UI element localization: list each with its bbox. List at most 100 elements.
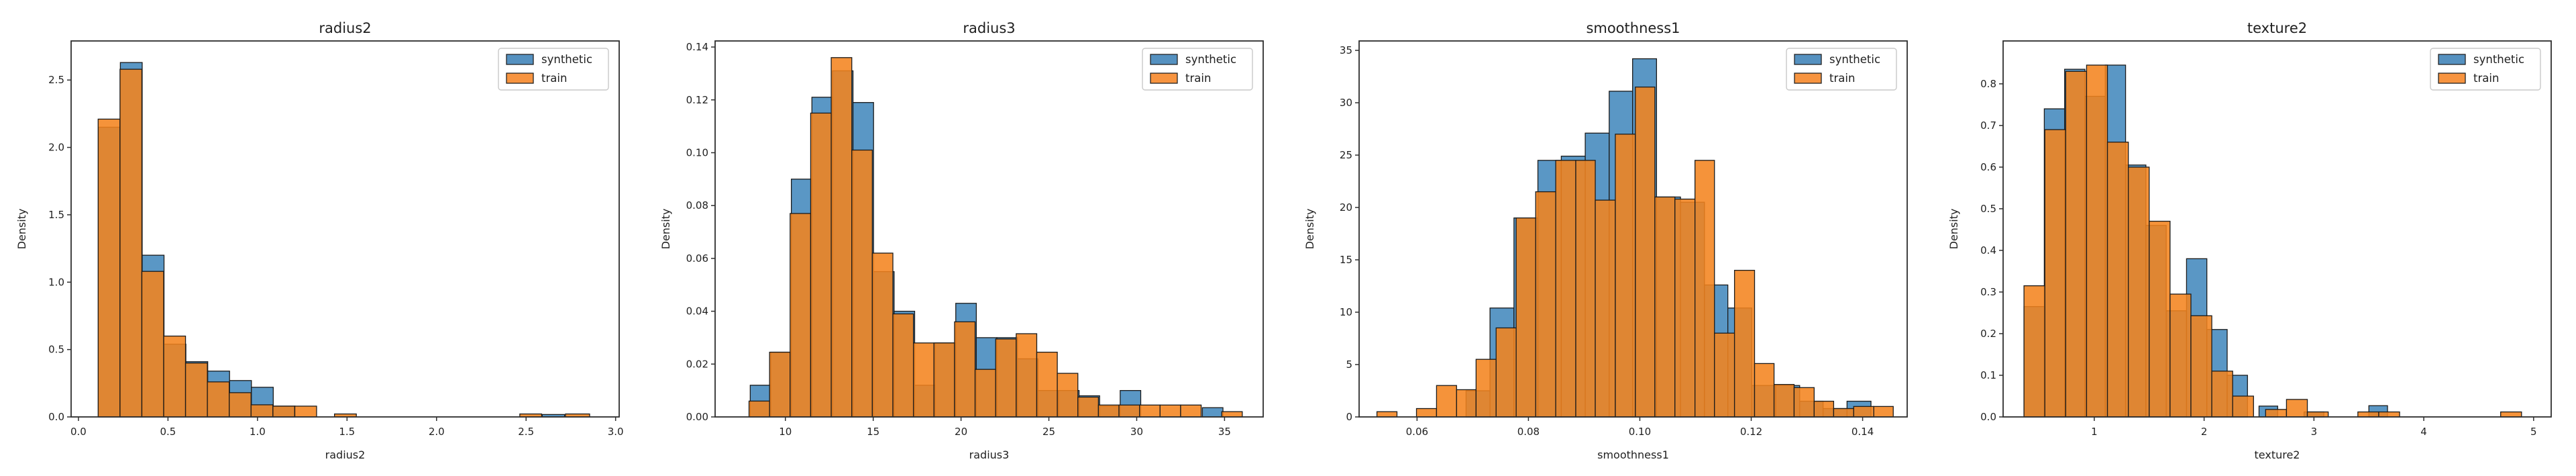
hist-bar-train bbox=[1833, 408, 1854, 418]
y-tick-label: 0.5 bbox=[1980, 203, 1996, 215]
panel-title: radius3 bbox=[963, 20, 1015, 36]
hist-bar-train bbox=[995, 338, 1017, 418]
hist-bar-train bbox=[830, 57, 853, 418]
x-tick-label: 0.0 bbox=[70, 426, 87, 438]
hist-bar-train bbox=[1635, 86, 1656, 418]
x-tick-label: 5 bbox=[2530, 426, 2537, 438]
hist-bar-train bbox=[184, 363, 208, 418]
hist-bar-train bbox=[1097, 404, 1120, 418]
x-tick-label: 0.12 bbox=[1740, 426, 1762, 438]
x-tick-label: 2.5 bbox=[518, 426, 534, 438]
axes-frame bbox=[714, 40, 1264, 418]
hist-bar-train bbox=[954, 321, 976, 418]
legend-label-train: train bbox=[541, 72, 567, 85]
hist-bar-train bbox=[229, 392, 252, 418]
x-tick-label: 20 bbox=[955, 426, 967, 438]
hist-bar-train bbox=[1415, 408, 1438, 418]
hist-bar-train bbox=[1118, 404, 1140, 418]
y-tick-label: 0.7 bbox=[1980, 120, 1996, 132]
x-tick-label: 35 bbox=[1218, 426, 1231, 438]
hist-bar-synthetic bbox=[1201, 407, 1224, 418]
hist-bar-train bbox=[871, 252, 894, 418]
hist-bar-train bbox=[1475, 359, 1497, 418]
hist-bar-train bbox=[1793, 387, 1815, 418]
hist-bar-train bbox=[2106, 142, 2129, 418]
y-axis-label: Density bbox=[1303, 209, 1316, 250]
hist-bar-train bbox=[1754, 363, 1775, 418]
hist-bar-train bbox=[294, 406, 317, 418]
y-tick-label: 0.1 bbox=[1980, 369, 1996, 381]
x-axis-label: radius3 bbox=[969, 448, 1010, 461]
hist-bar-train bbox=[1515, 217, 1536, 418]
hist-bar-train bbox=[1495, 327, 1517, 418]
axes-frame bbox=[70, 40, 620, 418]
hist-bar-train bbox=[1575, 160, 1596, 418]
legend-label-train: train bbox=[1829, 72, 1855, 85]
hist-bar-train bbox=[1159, 404, 1181, 418]
x-axis-label: smoothness1 bbox=[1597, 448, 1669, 461]
hist-bar-train bbox=[1714, 332, 1735, 418]
hist-bar-train bbox=[1873, 406, 1894, 418]
hist-bar-train bbox=[1853, 406, 1874, 418]
x-axis-label: radius2 bbox=[325, 448, 366, 461]
panel-radius2: 0.0 0.5 1.0 1.5 2.0 2.5 3.0 0.0 0.5 1.0 1.5 2.0 2.5 r… bbox=[15, 20, 624, 461]
legend-label-train: train bbox=[2473, 72, 2499, 85]
hist-bar-train bbox=[1654, 196, 1676, 418]
y-tick-label: 5 bbox=[1346, 359, 1352, 371]
x-tick-label: 4 bbox=[2420, 426, 2427, 438]
y-tick-label: 0.0 bbox=[48, 411, 64, 423]
hist-bar-train bbox=[769, 351, 791, 418]
hist-bar-train bbox=[1695, 160, 1715, 418]
panel-radius3: 10 15 20 25 30 35 0.00 0.02 0.04 0.06 0.08 0.10 0.12… bbox=[659, 20, 1264, 461]
x-tick-label: 3 bbox=[2311, 426, 2318, 438]
hist-bar-train bbox=[2306, 411, 2329, 418]
y-axis-label: Density bbox=[1947, 209, 1960, 250]
legend-swatch-train bbox=[1150, 73, 1178, 84]
x-tick-label: 10 bbox=[779, 426, 792, 438]
y-tick-label: 0.4 bbox=[1980, 244, 1996, 256]
y-tick-label: 0.04 bbox=[686, 305, 708, 318]
hist-bar-train bbox=[163, 335, 186, 418]
x-tick-label: 0.10 bbox=[1629, 426, 1651, 438]
x-tick-label: 0.06 bbox=[1406, 426, 1428, 438]
hist-bar-train bbox=[1535, 191, 1556, 418]
hist-bar-train bbox=[1036, 351, 1058, 418]
hist-bar-train bbox=[2086, 64, 2108, 418]
hist-bar-train bbox=[2044, 129, 2066, 418]
legend-label-synthetic: synthetic bbox=[1185, 53, 1236, 66]
hist-bar-train bbox=[912, 342, 934, 418]
hist-bar-train bbox=[2211, 371, 2233, 418]
hist-bar-train bbox=[2265, 409, 2288, 418]
y-tick-label: 0.10 bbox=[686, 146, 708, 158]
legend-label-synthetic: synthetic bbox=[1829, 53, 1880, 66]
y-tick-label: 15 bbox=[1340, 254, 1352, 266]
hist-bar-train bbox=[250, 404, 274, 418]
legend-swatch-synthetic bbox=[1794, 54, 1822, 65]
legend-label-synthetic: synthetic bbox=[2473, 53, 2524, 66]
hist-bar-train bbox=[2190, 315, 2212, 418]
y-tick-label: 25 bbox=[1340, 149, 1352, 161]
legend-swatch-train bbox=[2438, 73, 2466, 84]
legend-swatch-synthetic bbox=[1150, 54, 1178, 65]
hist-bar-train bbox=[1057, 373, 1079, 418]
hist-bar-train bbox=[974, 369, 996, 418]
y-tick-label: 2.5 bbox=[48, 74, 64, 86]
y-tick-label: 0.06 bbox=[686, 252, 708, 265]
hist-bar-train bbox=[1180, 404, 1202, 418]
hist-bar-train bbox=[272, 406, 296, 418]
legend-swatch-train bbox=[1794, 73, 1822, 84]
legend-swatch-synthetic bbox=[2438, 54, 2466, 65]
hist-bar-train bbox=[933, 342, 955, 418]
y-tick-label: 0.14 bbox=[686, 41, 708, 53]
y-tick-label: 1.5 bbox=[48, 209, 64, 221]
hist-bar-train bbox=[207, 381, 230, 418]
hist-bar-train bbox=[1376, 411, 1398, 418]
y-tick-label: 2.0 bbox=[48, 142, 64, 154]
axes-frame bbox=[1358, 40, 1908, 418]
y-tick-label: 0.08 bbox=[686, 199, 708, 211]
hist-bar-train bbox=[1773, 383, 1795, 418]
hist-bar-train bbox=[2149, 220, 2171, 418]
hist-bar-train bbox=[2286, 399, 2308, 418]
y-tick-label: 0.6 bbox=[1980, 161, 1996, 173]
